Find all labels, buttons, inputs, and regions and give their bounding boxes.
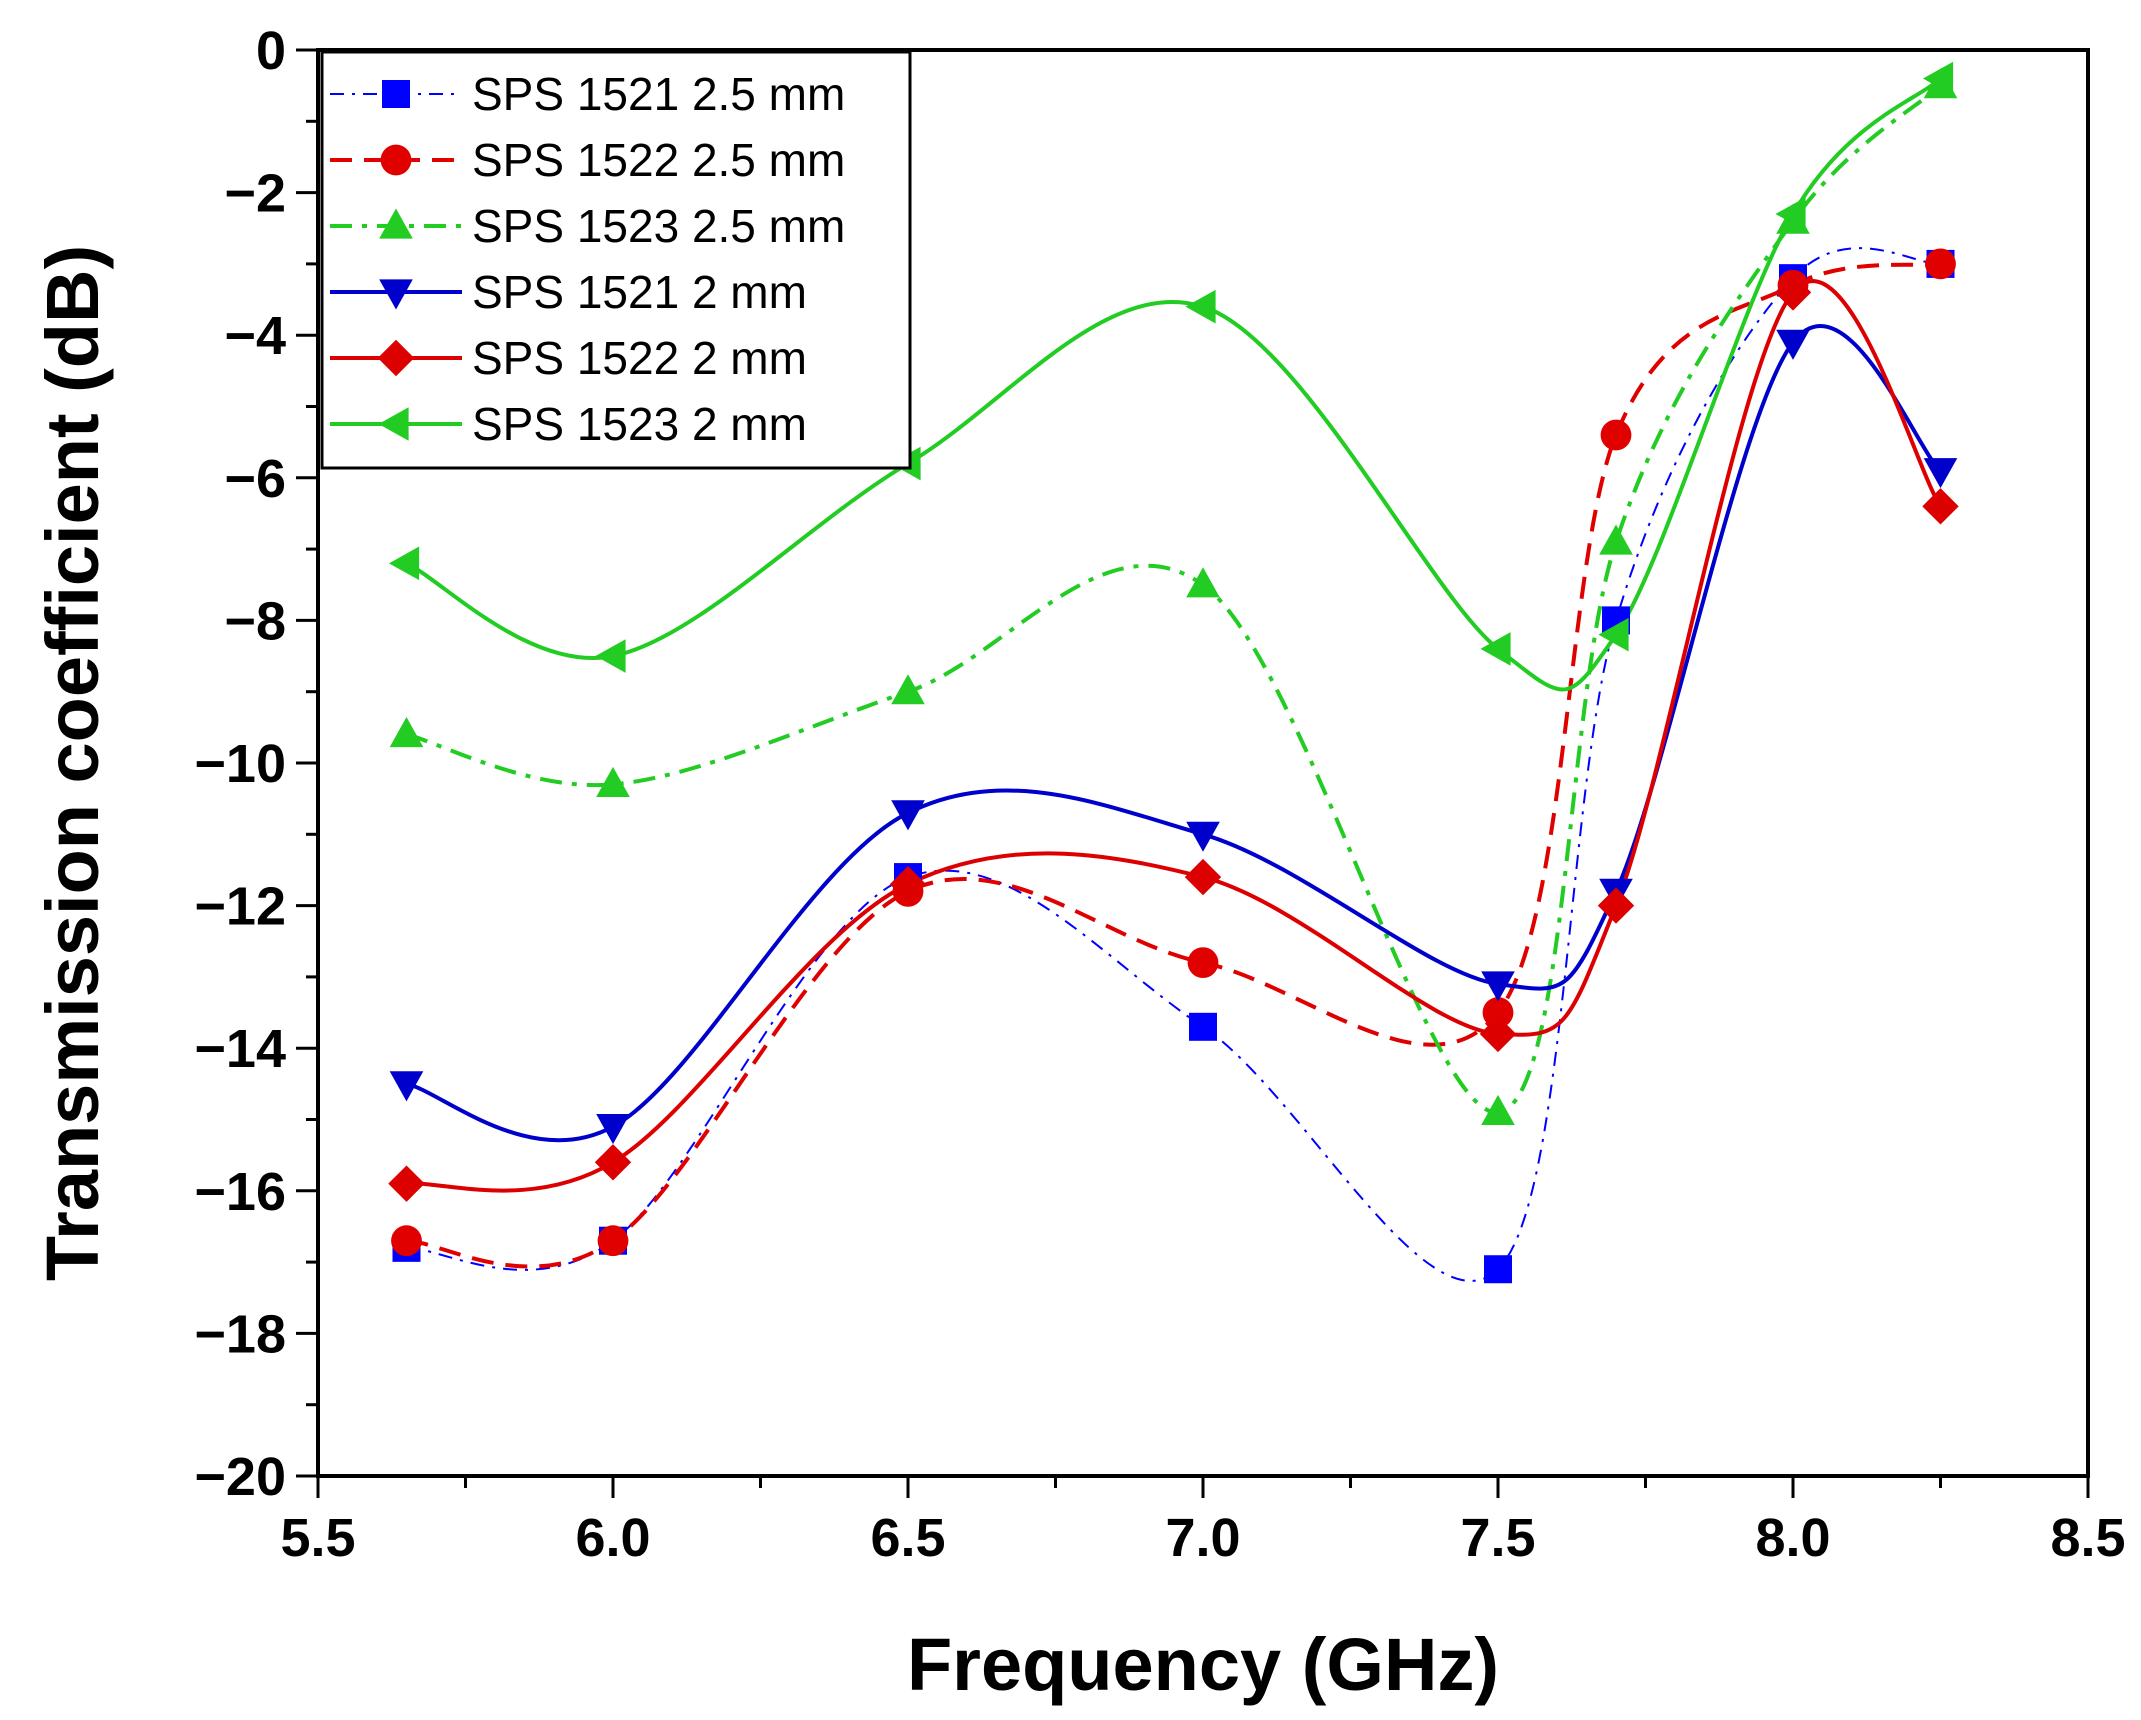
series-curves bbox=[405, 77, 1943, 1282]
data-point-series-4 bbox=[1481, 971, 1515, 1002]
data-point-series-2 bbox=[391, 1225, 422, 1257]
x-tick-label: 5.5 bbox=[280, 1508, 355, 1568]
data-point-series-1 bbox=[1484, 1255, 1512, 1284]
data-point-series-4 bbox=[596, 1114, 630, 1145]
data-point-series-6 bbox=[1185, 289, 1216, 324]
data-point-series-3 bbox=[1599, 524, 1633, 555]
data-point-series-6 bbox=[1480, 632, 1511, 666]
legend-marker-5 bbox=[377, 339, 415, 377]
legend-marker-3 bbox=[379, 208, 413, 239]
legend-marker-2 bbox=[380, 144, 412, 176]
series-line-3 bbox=[406, 84, 1942, 1115]
data-point-series-5 bbox=[889, 866, 927, 903]
data-point-series-2 bbox=[1187, 947, 1219, 979]
series-line-1 bbox=[406, 247, 1941, 1282]
y-tick-label: −8 bbox=[224, 591, 286, 651]
data-point-series-6 bbox=[389, 546, 420, 581]
data-point-series-2 bbox=[1925, 248, 1956, 280]
series-line-6 bbox=[405, 77, 1942, 692]
legend-label-4: SPS 1521 2 mm bbox=[472, 266, 807, 318]
series-line-2 bbox=[406, 261, 1941, 1269]
y-tick-label: −10 bbox=[194, 734, 286, 794]
legend: SPS 1521 2.5 mm SPS 1522 2.5 mm SPS 1523 2… bbox=[320, 50, 912, 470]
data-point-series-2 bbox=[1482, 997, 1514, 1028]
data-point-series-3 bbox=[1481, 1094, 1515, 1125]
series-line-5 bbox=[406, 279, 1943, 1193]
x-tick-label: 7.0 bbox=[1165, 1508, 1240, 1568]
axis-ticks: 5.5 6.0 6.5 7.0 7.5 8.0 8.5 0 −2 −4 −6 −8 −10 −12 −14 −… bbox=[194, 21, 2125, 1568]
data-point-series-5 bbox=[1479, 1015, 1517, 1053]
data-point-series-3 bbox=[891, 674, 925, 705]
data-point-series-3 bbox=[389, 716, 424, 748]
y-tick-label: 0 bbox=[256, 21, 286, 81]
legend-label-3: SPS 1523 2.5 mm bbox=[472, 200, 845, 252]
x-axis-title: Frequency (GHz) bbox=[907, 1623, 1499, 1706]
data-point-series-3 bbox=[1186, 567, 1220, 598]
data-point-series-6 bbox=[1775, 197, 1806, 231]
data-point-series-5 bbox=[1184, 858, 1222, 896]
y-tick-label: −20 bbox=[194, 1447, 286, 1507]
legend-marker-6 bbox=[378, 407, 409, 441]
y-tick-label: −4 bbox=[224, 306, 286, 366]
data-point-series-6 bbox=[595, 639, 626, 673]
legend-label-5: SPS 1522 2 mm bbox=[472, 332, 807, 384]
legend-label-2: SPS 1522 2.5 mm bbox=[472, 134, 845, 186]
legend-box bbox=[320, 50, 912, 470]
data-point-series-4 bbox=[389, 1071, 424, 1102]
data-point-series-2 bbox=[1600, 419, 1632, 451]
x-tick-label: 8.5 bbox=[2050, 1508, 2125, 1568]
x-tick-label: 6.0 bbox=[575, 1508, 650, 1568]
legend-label-6: SPS 1523 2 mm bbox=[472, 398, 807, 450]
y-tick-label: −18 bbox=[194, 1304, 286, 1364]
y-axis-title: Transmission coefficient (dB) bbox=[31, 245, 114, 1281]
y-tick-label: −16 bbox=[194, 1162, 286, 1222]
data-point-series-4 bbox=[891, 800, 925, 831]
x-tick-label: 8.0 bbox=[1755, 1508, 1830, 1568]
y-tick-label: −2 bbox=[224, 164, 286, 224]
data-point-series-1 bbox=[1189, 1012, 1217, 1041]
data-point-series-5 bbox=[388, 1165, 425, 1202]
y-tick-label: −12 bbox=[194, 877, 286, 937]
data-point-series-4 bbox=[1186, 821, 1220, 852]
x-tick-label: 7.5 bbox=[1460, 1508, 1535, 1568]
y-tick-label: −14 bbox=[194, 1019, 286, 1079]
data-point-series-5 bbox=[1922, 488, 1959, 525]
data-point-series-4 bbox=[1923, 458, 1958, 489]
data-point-series-5 bbox=[1597, 887, 1635, 924]
data-point-series-6 bbox=[1923, 61, 1954, 96]
data-point-series-4 bbox=[1776, 329, 1810, 360]
data-point-series-5 bbox=[594, 1144, 632, 1181]
data-point-series-6 bbox=[1598, 617, 1629, 652]
x-tick-label: 6.5 bbox=[870, 1508, 945, 1568]
legend-marker-4 bbox=[379, 279, 413, 310]
legend-label-1: SPS 1521 2.5 mm bbox=[472, 68, 845, 120]
series-markers bbox=[388, 61, 1959, 1284]
data-point-series-3 bbox=[596, 766, 630, 797]
y-tick-label: −6 bbox=[224, 449, 286, 509]
data-point-series-5 bbox=[1774, 274, 1812, 311]
legend-marker-1 bbox=[382, 80, 410, 108]
series-line-4 bbox=[406, 324, 1942, 1143]
data-point-series-2 bbox=[597, 1225, 629, 1257]
